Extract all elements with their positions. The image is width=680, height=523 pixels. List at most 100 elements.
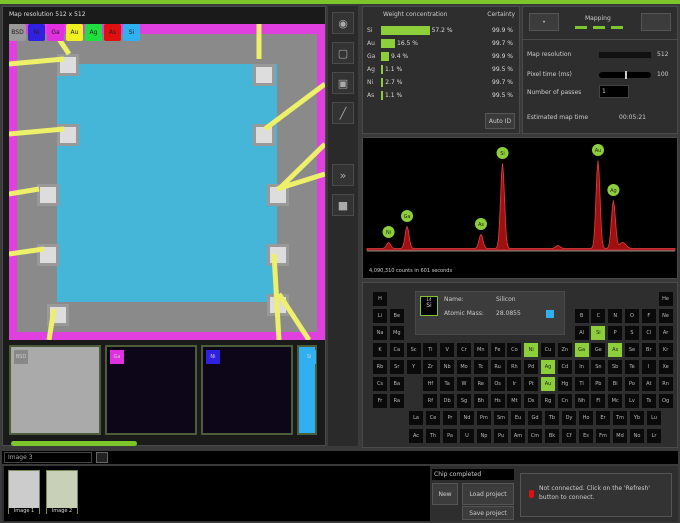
element-es[interactable]: Es xyxy=(579,429,593,443)
element-s[interactable]: S xyxy=(625,326,639,340)
element-sn[interactable]: Sn xyxy=(591,360,606,374)
element-kr[interactable]: Kr xyxy=(658,343,673,357)
element-fe[interactable]: Fe xyxy=(490,343,505,357)
element-co[interactable]: Co xyxy=(507,343,522,357)
element-pd[interactable]: Pd xyxy=(524,360,539,374)
channel-chip-si[interactable]: Si xyxy=(123,24,140,41)
element-th[interactable]: Th xyxy=(426,429,440,443)
element-f[interactable]: F xyxy=(641,309,656,323)
auto-id-button[interactable]: Auto ID xyxy=(485,113,515,129)
element-pa[interactable]: Pa xyxy=(443,429,457,443)
element-ti[interactable]: Ti xyxy=(423,343,438,357)
element-am[interactable]: Am xyxy=(511,429,525,443)
element-li[interactable]: Li xyxy=(373,309,387,323)
element-v[interactable]: V xyxy=(440,343,455,357)
element-ir[interactable]: Ir xyxy=(507,377,522,391)
square-tool-icon[interactable]: ▢ xyxy=(332,42,354,64)
element-ce[interactable]: Ce xyxy=(426,411,440,425)
element-cl[interactable]: Cl xyxy=(641,326,656,340)
element-bi[interactable]: Bi xyxy=(608,377,623,391)
element-ba[interactable]: Ba xyxy=(389,377,404,391)
element-k[interactable]: K xyxy=(373,343,387,357)
element-ar[interactable]: Ar xyxy=(658,326,673,340)
start-button[interactable]: • xyxy=(529,13,559,31)
channel-chip-ag[interactable]: Ag xyxy=(85,24,102,41)
element-lr[interactable]: Lr xyxy=(647,429,661,443)
element-re[interactable]: Re xyxy=(473,377,488,391)
peak-marker[interactable] xyxy=(401,210,414,222)
element-mo[interactable]: Mo xyxy=(457,360,471,374)
element-as[interactable]: As xyxy=(608,343,623,357)
element-color-swatch[interactable] xyxy=(546,310,554,318)
element-nh[interactable]: Nh xyxy=(574,394,589,408)
element-no[interactable]: No xyxy=(630,429,644,443)
element-cd[interactable]: Cd xyxy=(557,360,572,374)
image-thumbnail[interactable]: Image 2 xyxy=(46,470,78,514)
channel-chip-as[interactable]: As xyxy=(104,24,121,41)
element-cu[interactable]: Cu xyxy=(541,343,555,357)
element-ne[interactable]: Ne xyxy=(658,309,673,323)
passes-input[interactable]: 1 xyxy=(599,85,629,98)
element-ni[interactable]: Ni xyxy=(524,343,539,357)
element-i[interactable]: I xyxy=(641,360,656,374)
element-ho[interactable]: Ho xyxy=(579,411,593,425)
element-rg[interactable]: Rg xyxy=(541,394,555,408)
element-cm[interactable]: Cm xyxy=(528,429,542,443)
element-er[interactable]: Er xyxy=(596,411,610,425)
element-zn[interactable]: Zn xyxy=(557,343,572,357)
region-tool-icon[interactable]: ▣ xyxy=(332,72,354,94)
element-sb[interactable]: Sb xyxy=(608,360,623,374)
element-p[interactable]: P xyxy=(608,326,623,340)
peak-marker[interactable] xyxy=(607,184,620,196)
element-rh[interactable]: Rh xyxy=(507,360,522,374)
peak-marker[interactable] xyxy=(592,144,604,156)
element-nb[interactable]: Nb xyxy=(440,360,455,374)
element-bk[interactable]: Bk xyxy=(545,429,559,443)
element-hf[interactable]: Hf xyxy=(423,377,438,391)
image-name-field[interactable]: Image 3 xyxy=(4,452,92,463)
element-na[interactable]: Na xyxy=(373,326,387,340)
element-ts[interactable]: Ts xyxy=(641,394,656,408)
element-pt[interactable]: Pt xyxy=(524,377,539,391)
element-mn[interactable]: Mn xyxy=(473,343,488,357)
element-xe[interactable]: Xe xyxy=(658,360,673,374)
element-lv[interactable]: Lv xyxy=(625,394,639,408)
spectrum-panel[interactable]: Ni Ga As Si Au Ag 4,090,310 counts in 601 sec… xyxy=(362,137,678,279)
stop-button[interactable] xyxy=(641,13,671,31)
element-po[interactable]: Po xyxy=(625,377,639,391)
element-mg[interactable]: Mg xyxy=(389,326,404,340)
expand-icon[interactable]: » xyxy=(332,164,354,186)
stop-icon[interactable]: ■ xyxy=(332,194,354,216)
element-sm[interactable]: Sm xyxy=(494,411,508,425)
element-pu[interactable]: Pu xyxy=(494,429,508,443)
element-hg[interactable]: Hg xyxy=(557,377,572,391)
element-np[interactable]: Np xyxy=(477,429,491,443)
element-db[interactable]: Db xyxy=(440,394,455,408)
channel-thumbnail[interactable]: Si xyxy=(297,345,317,435)
element-fl[interactable]: Fl xyxy=(591,394,606,408)
element-nd[interactable]: Nd xyxy=(460,411,474,425)
element-ge[interactable]: Ge xyxy=(591,343,606,357)
element-gd[interactable]: Gd xyxy=(528,411,542,425)
element-yb[interactable]: Yb xyxy=(630,411,644,425)
image-thumbnail[interactable]: Image 1 xyxy=(8,470,40,514)
eye-icon[interactable]: ◉ xyxy=(332,12,354,34)
element-ta[interactable]: Ta xyxy=(440,377,455,391)
peak-marker[interactable] xyxy=(474,218,487,230)
element-rf[interactable]: Rf xyxy=(423,394,438,408)
element-au[interactable]: Au xyxy=(541,377,555,391)
load-project-button[interactable]: Load project xyxy=(462,483,514,505)
element-rn[interactable]: Rn xyxy=(658,377,673,391)
element-mc[interactable]: Mc xyxy=(608,394,623,408)
element-md[interactable]: Md xyxy=(613,429,627,443)
element-tb[interactable]: Tb xyxy=(545,411,559,425)
element-si[interactable]: Si xyxy=(591,326,606,340)
channel-thumbnail[interactable]: BSD xyxy=(9,345,101,435)
element-fm[interactable]: Fm xyxy=(596,429,610,443)
channel-chip-ga[interactable]: Ga xyxy=(47,24,64,41)
element-tm[interactable]: Tm xyxy=(613,411,627,425)
element-se[interactable]: Se xyxy=(625,343,639,357)
element-ru[interactable]: Ru xyxy=(490,360,505,374)
channel-thumbnail[interactable]: Ni xyxy=(201,345,293,435)
save-project-button[interactable]: Save project xyxy=(462,506,514,520)
